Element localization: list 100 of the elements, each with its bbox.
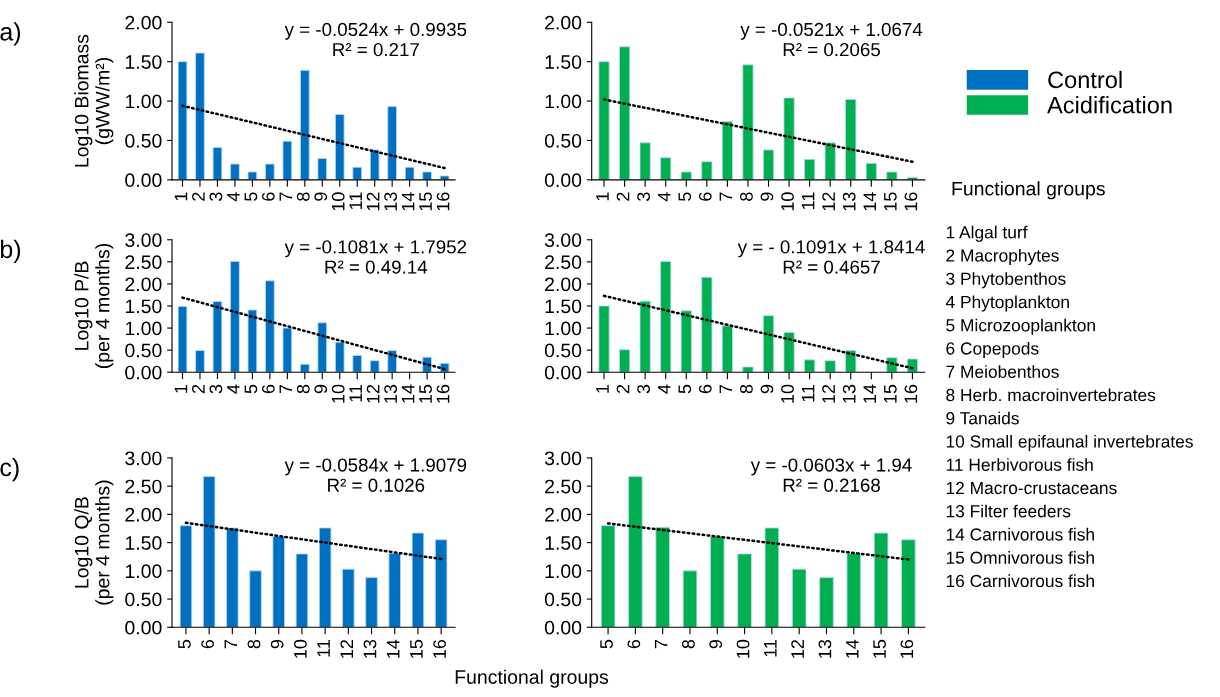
bar — [742, 64, 754, 180]
x-tick-label: 13 — [384, 192, 398, 211]
x-tick-label: 12 — [340, 640, 354, 658]
x-tick-label: 15 — [419, 192, 432, 211]
bar — [804, 359, 816, 373]
x-axis-title: Functional groups — [455, 669, 609, 688]
bar — [901, 539, 916, 628]
x-tick-label: 5 — [678, 384, 692, 394]
x-tick-label: 11 — [801, 384, 815, 402]
x-tick-label: 9 — [314, 384, 328, 394]
x-tick-label: 8 — [740, 384, 753, 394]
legend-label: Acidification — [1047, 96, 1172, 114]
bar — [721, 325, 733, 373]
text: c) — [0, 457, 19, 482]
y-tick-label: 0.00 — [125, 173, 162, 188]
y-tick-label: 1.50 — [545, 299, 582, 314]
bar — [762, 315, 775, 373]
bar — [873, 532, 889, 628]
x-tick-label: 10 — [294, 639, 307, 658]
x-tick-label: 5 — [678, 192, 692, 201]
annotation: y = -0.1081x + 1.7952 R² = 0.49.14 — [284, 240, 467, 274]
bar — [411, 532, 425, 628]
bar — [226, 527, 239, 628]
x-tick-label: 4 — [227, 384, 240, 394]
y-tick-label: 3.00 — [544, 233, 582, 247]
bar — [230, 260, 240, 373]
x-tick-label: 2 — [616, 192, 630, 201]
text: 11 Herbivorous fish — [946, 458, 1093, 471]
y-tick-label: 0.50 — [544, 592, 582, 607]
text: 14 Carnivorous fish — [946, 527, 1094, 541]
x-tick-label: 13 — [384, 384, 398, 403]
x-tick-label: 13 — [818, 639, 832, 658]
bar — [660, 260, 672, 373]
bar — [655, 526, 670, 628]
bar — [177, 306, 188, 373]
x-tick-label: 4 — [657, 384, 671, 394]
y-tick-label: 1.00 — [545, 564, 582, 579]
y-tick-label: 0.00 — [125, 365, 162, 380]
x-tick-label: 11 — [349, 384, 362, 402]
bar — [598, 61, 610, 180]
bar — [369, 360, 380, 373]
x-tick-label: 4 — [227, 192, 240, 202]
x-tick-label: 10 — [781, 192, 794, 211]
x-tick-label: 7 — [654, 640, 668, 649]
x-tick-label: 11 — [801, 192, 815, 209]
bar — [282, 327, 293, 373]
bar — [639, 300, 651, 373]
x-tick-label: 16 — [904, 384, 918, 403]
text: 9 Tanaids — [946, 411, 1019, 425]
y-tick-label: 1.00 — [545, 321, 582, 336]
x-tick-label: 6 — [698, 384, 712, 394]
x-tick-label: 5 — [244, 192, 258, 201]
bar — [387, 106, 397, 180]
x-tick-label: 2 — [616, 384, 630, 394]
text: 5 Microzooplankton — [946, 318, 1095, 335]
x-tick-label: 12 — [822, 192, 835, 211]
y-tick-label: 0.00 — [544, 365, 582, 380]
bar — [195, 52, 205, 180]
x-tick-label: 9 — [270, 639, 284, 649]
bar — [388, 552, 401, 628]
x-tick-label: 9 — [314, 192, 328, 201]
bar — [249, 570, 262, 628]
y-tick-label: 1.50 — [545, 55, 582, 69]
x-tick-label: 10 — [331, 192, 345, 211]
x-tick-label: 7 — [279, 192, 292, 201]
x-tick-label: 14 — [846, 639, 859, 658]
x-tick-label: 6 — [201, 639, 214, 649]
y-tick-label: 2.50 — [125, 479, 162, 494]
y-tick-label: 2.50 — [125, 255, 162, 270]
x-tick-label: 13 — [363, 639, 377, 658]
x-tick-label: 15 — [884, 192, 897, 211]
x-tick-label: 2 — [192, 192, 205, 201]
x-tick-label: 15 — [873, 639, 886, 658]
bar — [680, 171, 692, 180]
bar — [404, 166, 415, 180]
x-tick-label: 7 — [224, 640, 238, 649]
bar — [804, 158, 816, 180]
x-tick-label: 16 — [433, 639, 446, 658]
text: 2 Macrophytes — [946, 248, 1059, 266]
legend-label: Control — [1048, 70, 1122, 89]
x-tick-label: 10 — [331, 384, 345, 403]
text: 4 Phytoplankton — [945, 295, 1069, 312]
bar — [179, 525, 193, 628]
x-tick-label: 12 — [822, 384, 835, 403]
y-tick-label: 0.00 — [544, 620, 582, 635]
bar — [247, 309, 258, 373]
y-tick-label: 2.50 — [545, 479, 582, 494]
y-tick-label: 1.00 — [125, 94, 162, 109]
y-tick-label: 1.50 — [125, 299, 162, 314]
x-tick-label: 7 — [279, 384, 292, 394]
x-tick-label: 6 — [261, 384, 275, 394]
x-tick-label: 8 — [682, 639, 695, 649]
x-tick-label: 4 — [657, 192, 671, 202]
bar — [177, 61, 188, 180]
x-tick-label: 16 — [436, 384, 450, 403]
y-tick-label: 2.00 — [125, 15, 162, 30]
x-tick-label: 15 — [419, 384, 432, 403]
bar — [846, 552, 862, 628]
bar — [783, 332, 795, 373]
bar — [202, 476, 216, 628]
